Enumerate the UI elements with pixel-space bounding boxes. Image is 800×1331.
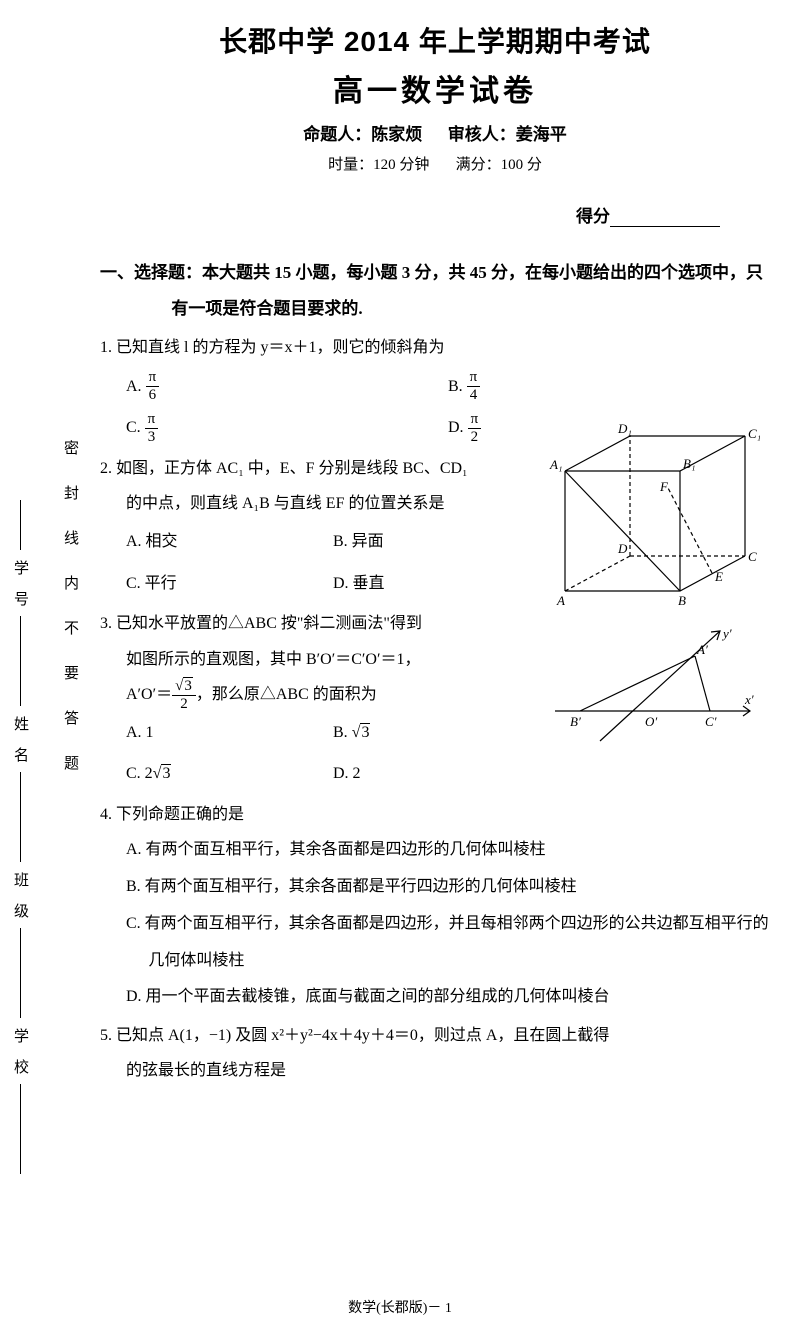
page-footer: 数学(长郡版)－ 1 [0,1297,800,1317]
score-row: 得分 [100,202,770,227]
sidebar-seal-line: 密封线内不要答题 [60,260,81,960]
q2-option-d: D. 垂直 [333,563,540,605]
q2-line1: 2. 如图，正方体 AC₁ 中，E、F 分别是线段 BC、CD₁ [100,451,540,486]
seal-line-text: 密封线内不要答题 [60,440,81,800]
q3-options: A. 1 B. 3 C. 23 D. 2 [100,712,540,795]
author-label: 命题人： [303,125,371,144]
q4-option-c: C. 有两个面互相平行，其余各面都是四边形，并且每相邻两个四边形的公共边都互相平… [126,906,770,980]
q4-option-d: D. 用一个平面去截棱锥，底面与截面之间的部分组成的几何体叫棱台 [126,979,770,1016]
q4-option-b: B. 有两个面互相平行，其余各面都是平行四边形的几何体叫棱柱 [126,869,770,906]
q3-option-b: B. 3 [333,712,540,754]
question-2: 2. 如图，正方体 AC₁ 中，E、F 分别是线段 BC、CD₁ 的中点，则直线… [100,451,770,605]
duration-label: 时量： [328,157,373,173]
svg-text:B₁: B₁ [683,456,695,471]
svg-text:C′: C′ [705,714,717,729]
field-student-id: 学 号 [10,560,31,606]
q5-line1: 5. 已知点 A(1，−1) 及圆 x²＋y²−4x＋4y＋4＝0，则过点 A，… [100,1018,770,1053]
reviewer-label: 审核人： [448,125,516,144]
q4-options: A. 有两个面互相平行，其余各面都是四边形的几何体叫棱柱 B. 有两个面互相平行… [100,832,770,1016]
score-label: 得分 [576,207,610,226]
svg-text:y′: y′ [721,626,732,641]
svg-text:E: E [714,569,723,584]
duration-value: 120 分钟 [373,157,429,173]
field-school: 学 校 [10,1028,31,1074]
exam-subject-title: 高一数学试卷 [100,66,770,110]
q2-line2: 的中点，则直线 A₁B 与直线 EF 的位置关系是 [100,486,540,521]
q3-oblique-figure: B′ O′ C′ A′ x′ y′ [545,626,760,746]
author-name: 陈家烦 [371,125,422,144]
exam-school-title: 长郡中学 2014 年上学期期中考试 [100,20,770,60]
q3-line2: 如图所示的直观图，其中 B′O′＝C′O′＝1， [100,642,540,677]
svg-text:C₁: C₁ [748,426,760,441]
question-4: 4. 下列命题正确的是 A. 有两个面互相平行，其余各面都是四边形的几何体叫棱柱… [100,797,770,1016]
exam-meta: 时量：120 分钟 满分：100 分 [100,153,770,174]
q3-option-d: D. 2 [333,753,540,795]
svg-text:A₁: A₁ [549,457,562,472]
q2-options: A. 相交 B. 异面 C. 平行 D. 垂直 [100,521,540,604]
reviewer-name: 姜海平 [516,125,567,144]
q5-line2: 的弦最长的直线方程是 [100,1053,770,1088]
fullmark-label: 满分： [456,157,501,173]
field-name: 姓 名 [10,716,31,762]
q3-option-c: C. 23 [126,753,333,795]
svg-text:D₁: D₁ [617,421,632,436]
q3-option-a: A. 1 [126,712,333,754]
exam-content: 长郡中学 2014 年上学期期中考试 高一数学试卷 命题人：陈家烦 审核人：姜海… [100,20,770,1091]
exam-authors: 命题人：陈家烦 审核人：姜海平 [100,120,770,145]
q1-text: 1. 已知直线 l 的方程为 y＝x＋1，则它的倾斜角为 [100,330,770,365]
q2-cube-figure: A B C D A₁ B₁ C₁ D₁ E F [540,391,760,611]
svg-text:B′: B′ [570,714,581,729]
q2-option-a: A. 相交 [126,521,333,563]
svg-text:F: F [659,479,669,494]
svg-text:O′: O′ [645,714,657,729]
sidebar-student-fields: 学 号 姓 名 班 级 学 校 [10,180,31,1180]
score-blank [610,226,720,227]
q2-option-b: B. 异面 [333,521,540,563]
svg-text:x′: x′ [744,692,754,707]
svg-text:A′: A′ [696,642,708,657]
answer-sheet-sidebar: 学 号 姓 名 班 级 学 校 密封线内不要答题 [0,180,90,1180]
q1-option-c: C. π3 [126,407,448,449]
q1-option-a: A. π6 [126,366,448,408]
q2-option-c: C. 平行 [126,563,333,605]
question-3: 3. 已知水平放置的△ABC 按"斜二测画法"得到 如图所示的直观图，其中 B′… [100,606,770,795]
question-5: 5. 已知点 A(1，−1) 及圆 x²＋y²−4x＋4y＋4＝0，则过点 A，… [100,1018,770,1088]
field-class: 班 级 [10,872,31,918]
section-1-heading: 一、选择题：本大题共 15 小题，每小题 3 分，共 45 分，在每小题给出的四… [100,255,770,326]
q3-line3: A′O′＝32，那么原△ABC 的面积为 [100,677,540,712]
q4-option-a: A. 有两个面互相平行，其余各面都是四边形的几何体叫棱柱 [126,832,770,869]
fullmark-value: 100 分 [501,157,542,173]
svg-text:C: C [748,549,757,564]
svg-text:D: D [617,541,628,556]
q3-line1: 3. 已知水平放置的△ABC 按"斜二测画法"得到 [100,606,540,641]
q4-text: 4. 下列命题正确的是 [100,797,770,832]
